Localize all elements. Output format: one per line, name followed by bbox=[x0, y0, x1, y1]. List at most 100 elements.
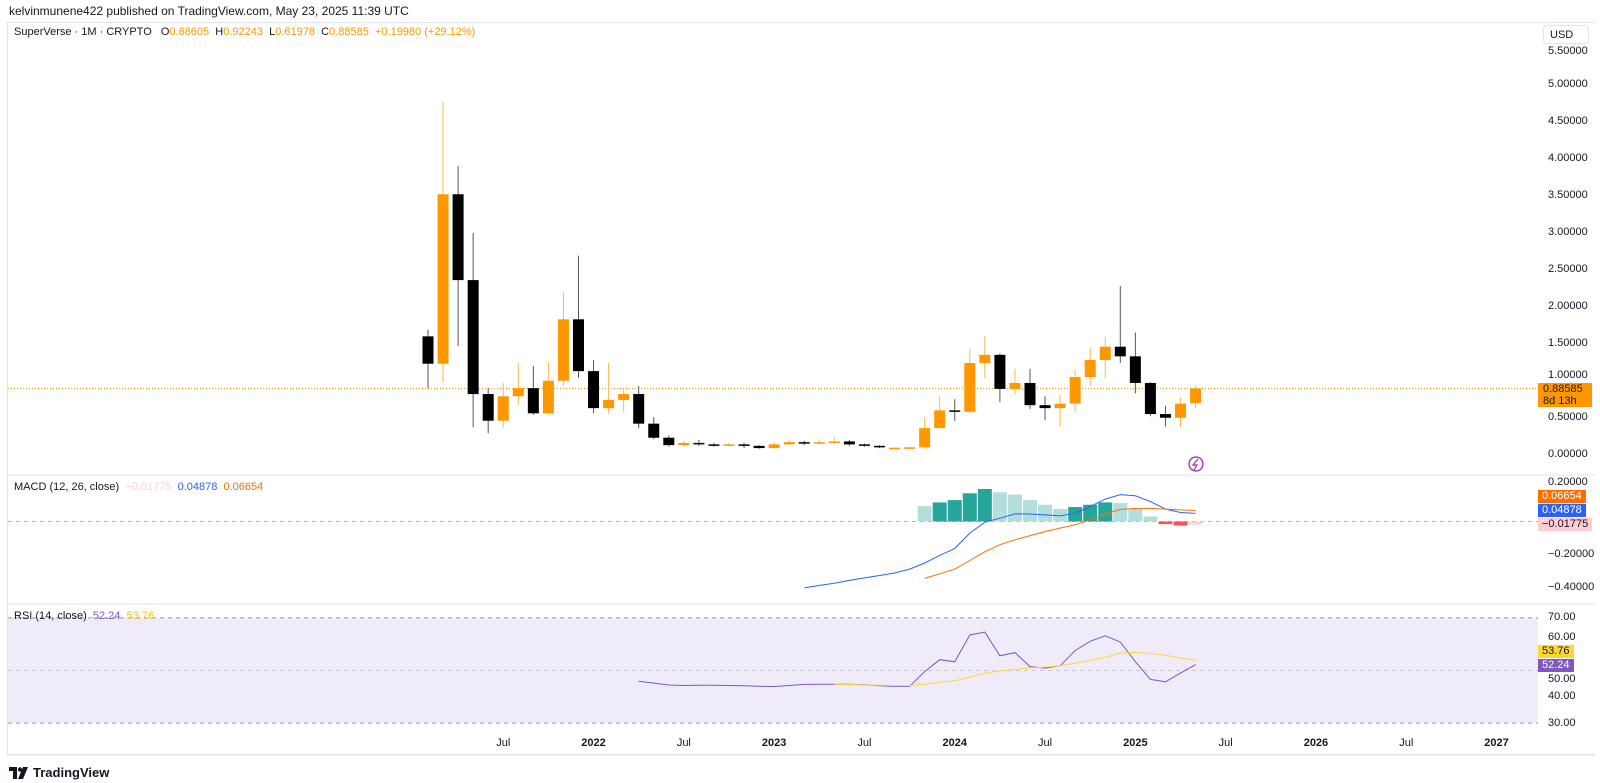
time-axis-label: Jul bbox=[496, 737, 511, 749]
time-axis-label: 2027 bbox=[1484, 737, 1509, 749]
bar-countdown: 8d 13h bbox=[1543, 395, 1577, 407]
rsi-ma-line bbox=[834, 651, 1196, 686]
candle bbox=[753, 445, 765, 449]
symbol-legend: SuperVerse · 1M · CRYPTO O0.68605 H0.922… bbox=[14, 26, 475, 38]
close-value: 0.88585 bbox=[329, 26, 369, 38]
macd-signal-tag: 0.06654 bbox=[1538, 490, 1586, 503]
macd-legend[interactable]: MACD (12, 26, close) −0.01775 0.04878 0.… bbox=[14, 481, 263, 493]
candle bbox=[618, 394, 630, 400]
macd-histogram-bar bbox=[1188, 521, 1203, 525]
candle bbox=[1159, 414, 1171, 418]
candle bbox=[813, 442, 825, 444]
candle bbox=[1054, 403, 1066, 409]
candle bbox=[828, 441, 840, 443]
candle bbox=[949, 410, 961, 412]
currency-button[interactable]: USD bbox=[1543, 25, 1589, 44]
time-axis-label: Jul bbox=[1399, 737, 1414, 749]
macd-histogram-bar bbox=[1023, 500, 1037, 522]
logo-text: TradingView bbox=[33, 765, 110, 780]
macd-signal-value: 0.06654 bbox=[223, 481, 264, 493]
candle bbox=[1039, 405, 1051, 409]
time-axis-label: 2024 bbox=[942, 737, 967, 749]
rsi-axis-label: 30.00 bbox=[1548, 716, 1576, 729]
macd-histogram-bar bbox=[977, 488, 992, 522]
macd-axis-label: 0.20000 bbox=[1548, 476, 1588, 488]
time-axis-label: 2025 bbox=[1123, 737, 1148, 749]
symbol-name[interactable]: SuperVerse · 1M · CRYPTO bbox=[14, 26, 152, 38]
candle bbox=[889, 447, 901, 450]
candle bbox=[557, 319, 569, 381]
price-axis-label: 5.00000 bbox=[1548, 77, 1588, 90]
candle bbox=[768, 444, 780, 449]
candle bbox=[708, 444, 720, 446]
candle bbox=[588, 371, 600, 409]
candle bbox=[633, 394, 645, 424]
macd-histogram-bar bbox=[1158, 521, 1173, 525]
macd-histogram-bar bbox=[917, 506, 932, 522]
rsi-title: RSI (14, close) bbox=[14, 610, 87, 622]
candle bbox=[919, 428, 931, 448]
candle bbox=[1129, 356, 1141, 383]
candle bbox=[1084, 360, 1096, 378]
price-axis-label: 3.00000 bbox=[1548, 225, 1588, 238]
time-axis-label: Jul bbox=[857, 737, 872, 749]
rsi-line bbox=[638, 631, 1196, 688]
low-label: L bbox=[269, 26, 276, 38]
high-label: H bbox=[215, 26, 224, 38]
macd-histogram-bar bbox=[1173, 521, 1188, 526]
price-axis-label: 2.00000 bbox=[1548, 299, 1588, 312]
price-axis-label: 0.50000 bbox=[1548, 410, 1588, 423]
price-axis-label: 5.50000 bbox=[1548, 45, 1588, 57]
macd-line-value: 0.04878 bbox=[177, 481, 218, 493]
rsi-axis-label: 40.00 bbox=[1548, 690, 1576, 703]
open-label: O bbox=[160, 26, 170, 38]
rsi-legend[interactable]: RSI (14, close) 52.24 53.76 bbox=[14, 610, 154, 622]
candle bbox=[467, 280, 479, 395]
candle bbox=[783, 442, 795, 445]
candle bbox=[904, 447, 916, 449]
candle bbox=[1009, 382, 1021, 389]
candle bbox=[678, 442, 690, 446]
price-axis-label: 4.00000 bbox=[1548, 151, 1588, 164]
low-value: 0.61978 bbox=[275, 26, 316, 38]
rsi-value: 52.24 bbox=[92, 610, 121, 622]
time-axis-label: 2022 bbox=[581, 737, 606, 749]
candle bbox=[693, 442, 705, 445]
time-axis-label: Jul bbox=[1038, 737, 1053, 749]
candle bbox=[1144, 382, 1156, 415]
candle bbox=[452, 194, 464, 281]
candle bbox=[663, 437, 675, 446]
macd-histogram-bar bbox=[1053, 509, 1068, 522]
candle bbox=[738, 444, 750, 446]
macd-histogram-bar bbox=[947, 500, 962, 522]
last-price-value: 0.88585 bbox=[1543, 383, 1583, 395]
candle bbox=[437, 194, 449, 364]
macd-axis-label: −0.20000 bbox=[1548, 548, 1595, 561]
macd-histogram-bar bbox=[992, 492, 1007, 522]
macd-line-tag: 0.04878 bbox=[1538, 504, 1586, 517]
lightning-icon bbox=[1191, 458, 1199, 471]
tradingview-logo[interactable]: TradingView bbox=[9, 765, 109, 780]
price-axis-label: 1.00000 bbox=[1548, 369, 1588, 381]
time-axis-label: Jul bbox=[1218, 737, 1233, 749]
rsi-ma-value: 53.76 bbox=[126, 610, 155, 622]
candle bbox=[603, 399, 615, 409]
tradingview-logo-icon bbox=[9, 766, 28, 779]
price-axis-label: 4.50000 bbox=[1548, 114, 1588, 127]
candle bbox=[994, 354, 1006, 389]
rsi-band bbox=[8, 617, 1538, 724]
candle bbox=[542, 380, 554, 414]
rsi-axis-label: 60.00 bbox=[1548, 631, 1576, 643]
macd-signal-line bbox=[924, 507, 1196, 579]
macd-axis-label: −0.40000 bbox=[1548, 581, 1595, 594]
rsi-axis-label: 50.00 bbox=[1548, 673, 1576, 685]
change-value: +0.19980 (+29.12%) bbox=[374, 26, 476, 38]
candle bbox=[482, 394, 494, 421]
candle bbox=[1099, 346, 1111, 361]
macd-histogram-bar bbox=[1098, 502, 1113, 522]
macd-title: MACD (12, 26, close) bbox=[14, 481, 120, 493]
macd-histogram-bar bbox=[1143, 516, 1158, 522]
macd-histogram-bar bbox=[1068, 507, 1083, 522]
open-value: 0.68605 bbox=[169, 26, 210, 38]
